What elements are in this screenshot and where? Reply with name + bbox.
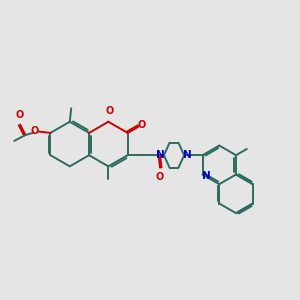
Text: O: O xyxy=(156,172,164,182)
Text: N: N xyxy=(183,150,192,160)
Text: O: O xyxy=(138,120,146,130)
Text: O: O xyxy=(15,110,24,120)
Text: N: N xyxy=(156,150,165,160)
Text: O: O xyxy=(106,106,114,116)
Text: N: N xyxy=(202,171,211,181)
Text: O: O xyxy=(31,126,39,136)
